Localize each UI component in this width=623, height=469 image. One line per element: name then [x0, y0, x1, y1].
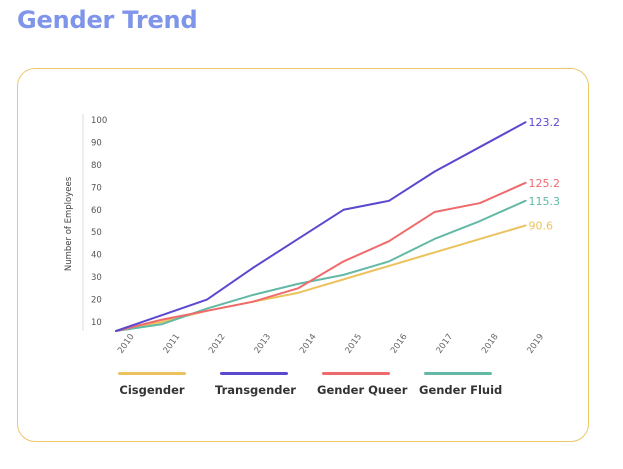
y-tick-label: 60	[91, 206, 102, 216]
legend-item: Cisgender	[113, 372, 191, 397]
y-tick-label: 50	[91, 228, 102, 238]
y-tick-labels: 10 20 30 40 50 60 70 80 90 100	[91, 116, 107, 328]
legend-swatch	[118, 372, 186, 375]
y-tick-label: 100	[91, 116, 107, 126]
legend-swatch	[424, 372, 492, 375]
x-tick-label: 2012	[207, 332, 228, 355]
y-axis-label: Number of Employees	[64, 176, 74, 271]
series-end-label: 90.6	[529, 220, 554, 233]
x-tick-label: 2017	[435, 332, 456, 355]
x-tick-label: 2018	[480, 332, 501, 355]
legend-label: Gender Fluid	[419, 382, 503, 397]
legend-swatch	[322, 372, 390, 375]
legend: Cisgender Transgender Gender Queer Gender F…	[113, 372, 503, 397]
y-tick-label: 10	[91, 318, 102, 328]
series-line-gender-fluid	[115, 199, 527, 332]
legend-item: Transgender	[215, 372, 296, 397]
x-tick-label: 2019	[526, 332, 547, 355]
series-line-gender-queer	[115, 181, 527, 332]
end-labels: 90.6 123.2 125.2 115.3	[529, 116, 561, 232]
y-tick-label: 70	[91, 183, 102, 193]
series-end-label: 123.2	[529, 116, 561, 129]
legend-label: Gender Queer	[317, 382, 408, 397]
series-lines	[115, 121, 527, 332]
page-title: Gender Trend	[17, 6, 198, 34]
series-end-label: 115.3	[529, 195, 561, 208]
legend-swatch	[220, 372, 288, 375]
legend-label: Cisgender	[119, 382, 185, 397]
x-tick-label: 2016	[389, 332, 410, 355]
x-tick-label: 2013	[253, 332, 274, 355]
x-tick-label: 2010	[116, 332, 137, 355]
x-tick-labels: 2010 2011 2012 2013 2014 2015 2016 2017 2018 2019	[116, 332, 546, 355]
x-tick-label: 2011	[162, 332, 183, 355]
series-line-transgender	[115, 121, 527, 332]
legend-label: Transgender	[215, 382, 296, 397]
series-line-cisgender	[115, 224, 527, 332]
chart-card	[17, 68, 589, 442]
y-tick-label: 90	[91, 138, 102, 148]
x-tick-label: 2014	[298, 332, 319, 355]
y-tick-label: 80	[91, 161, 102, 171]
y-tick-label: 40	[91, 251, 102, 261]
series-end-label: 125.2	[529, 177, 561, 190]
legend-item: Gender Fluid	[419, 372, 503, 397]
y-tick-label: 30	[91, 273, 102, 283]
y-tick-label: 20	[91, 296, 102, 306]
x-tick-label: 2015	[344, 332, 365, 355]
legend-item: Gender Queer	[317, 372, 408, 397]
